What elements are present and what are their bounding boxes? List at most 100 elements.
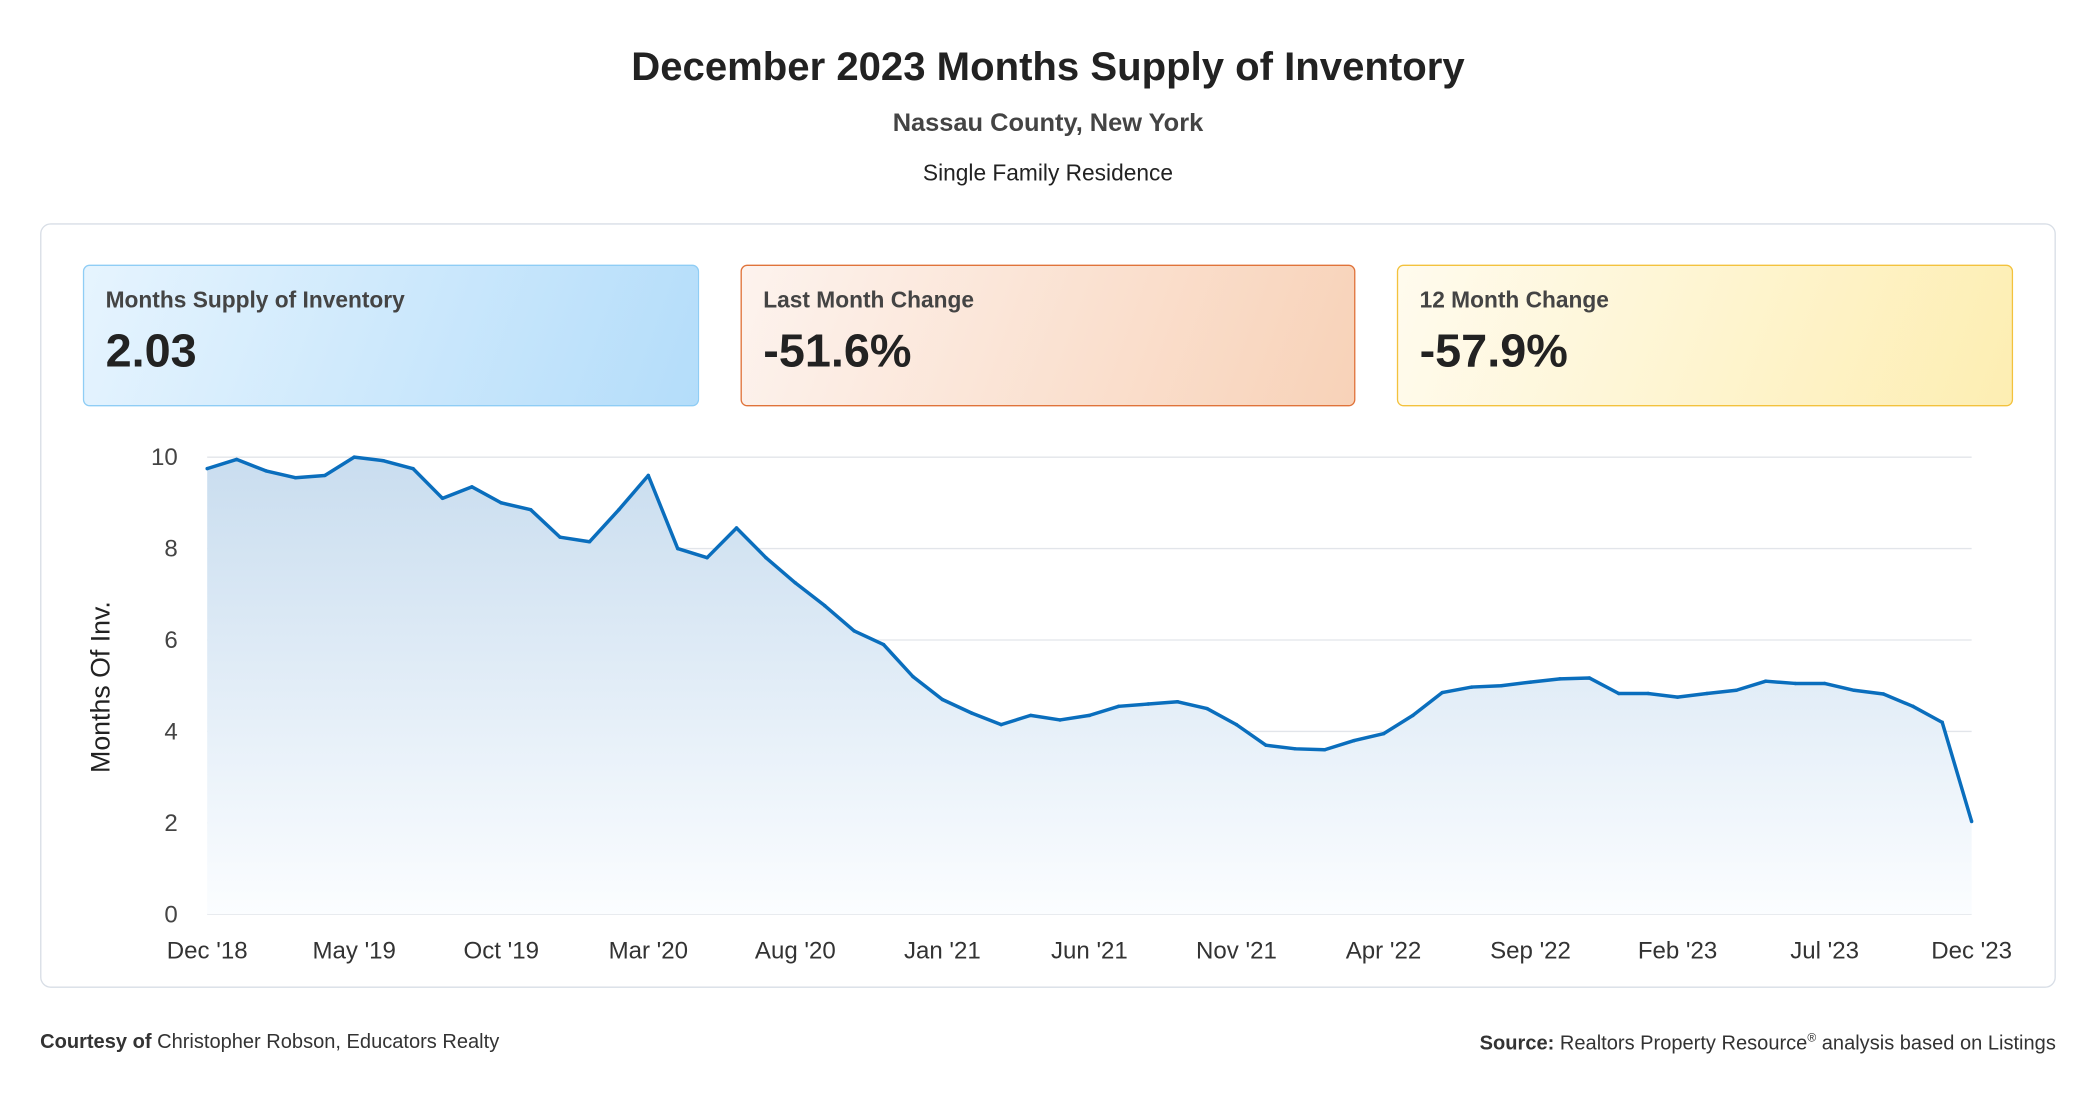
source-note: Source: Realtors Property Resource® anal… [1480, 1031, 2056, 1055]
data-point [352, 455, 356, 459]
data-point [1087, 713, 1092, 718]
card-value: 2.03 [105, 324, 197, 377]
data-point [205, 466, 209, 471]
data-point [558, 535, 562, 539]
data-point [264, 469, 268, 473]
data-point [1558, 677, 1562, 681]
y-tick-label: 2 [164, 810, 177, 837]
x-tick-label: Aug '20 [755, 937, 836, 964]
data-point [793, 581, 798, 585]
data-point [1411, 713, 1415, 718]
data-point [646, 473, 651, 478]
data-point [1734, 688, 1739, 693]
data-point [1293, 747, 1297, 751]
card-months-supply: Months Supply of Inventory 2.03 [82, 264, 700, 407]
data-point [1911, 704, 1915, 709]
data-point [1146, 702, 1150, 706]
y-tick-label: 10 [151, 444, 178, 471]
location-subtitle: Nassau County, New York [892, 109, 1204, 138]
data-point [617, 507, 621, 512]
data-point [999, 722, 1003, 727]
data-point [499, 501, 504, 505]
data-point [675, 546, 680, 551]
card-label: Last Month Change [763, 287, 975, 313]
data-point [1117, 704, 1121, 709]
property-type: Single Family Residence [922, 160, 1174, 186]
source-text: Realtors Property Resource [1559, 1031, 1808, 1055]
data-point [911, 674, 915, 679]
data-point [1058, 718, 1062, 722]
data-point [1675, 695, 1680, 699]
data-point [587, 539, 592, 544]
source-suffix: analysis based on Listings [1821, 1031, 2056, 1055]
x-tick-label: Apr '22 [1346, 937, 1421, 964]
data-point [528, 507, 533, 512]
card-label: 12 Month Change [1419, 287, 1609, 313]
data-point [1793, 681, 1797, 686]
data-point [764, 555, 768, 560]
data-point [1440, 690, 1445, 695]
data-point [970, 711, 974, 715]
area-fill [207, 457, 1972, 915]
card-last-month-change: Last Month Change -51.6% [740, 264, 1356, 407]
data-point [1234, 722, 1239, 727]
card-label: Months Supply of Inventory [105, 287, 405, 313]
x-tick-label: Jul '23 [1790, 937, 1859, 964]
x-tick-label: Jan '21 [904, 937, 981, 964]
courtesy-label: Courtesy of [40, 1030, 152, 1054]
data-point [1822, 681, 1827, 686]
courtesy-note: Courtesy of Christopher Robson, Educator… [40, 1031, 499, 1054]
data-point [881, 642, 886, 647]
y-tick-label: 4 [164, 718, 177, 745]
data-point [1264, 743, 1268, 747]
data-point [1028, 713, 1033, 718]
data-point [440, 496, 445, 501]
data-point [411, 466, 415, 471]
data-point [1705, 691, 1709, 696]
data-point [470, 485, 474, 489]
registered-mark: ® [1807, 1030, 1817, 1044]
data-point [734, 526, 739, 530]
courtesy-text: Christopher Robson, Educators Realty [157, 1030, 500, 1054]
x-tick-label: Mar '20 [609, 937, 688, 964]
y-tick-label: 8 [164, 536, 177, 563]
card-value: -51.6% [763, 324, 912, 377]
data-point [1617, 691, 1621, 696]
y-tick-label: 0 [164, 901, 177, 928]
data-point [381, 459, 386, 463]
data-point [823, 603, 827, 608]
data-point [852, 629, 856, 633]
data-point [293, 475, 298, 480]
card-value: -57.9% [1419, 324, 1568, 377]
data-point [705, 555, 709, 560]
y-axis-label: Months Of Inv. [86, 601, 116, 773]
page-title: December 2023 Months Supply of Inventory [631, 45, 1465, 90]
data-point [1852, 688, 1856, 693]
data-point [1587, 676, 1592, 680]
data-point [1381, 731, 1386, 736]
data-point [1940, 720, 1944, 725]
data-point [1881, 692, 1886, 696]
data-point [1469, 685, 1474, 689]
data-point [1352, 738, 1356, 743]
x-tick-label: Oct '19 [464, 937, 539, 964]
x-tick-label: Dec '23 [1931, 937, 2012, 964]
data-point [1322, 747, 1327, 752]
data-point [234, 457, 239, 462]
data-point [1646, 691, 1650, 696]
data-point [1205, 706, 1209, 711]
data-point [1969, 819, 1974, 824]
x-tick-label: May '19 [312, 937, 395, 964]
data-point [1528, 680, 1533, 684]
data-point [1175, 699, 1180, 704]
x-tick-label: Dec '18 [167, 937, 248, 964]
x-tick-label: Sep '22 [1490, 937, 1571, 964]
chart-panel [40, 223, 2056, 988]
source-label: Source: [1479, 1031, 1555, 1055]
data-point [323, 473, 327, 478]
y-tick-label: 6 [164, 627, 177, 654]
data-point [940, 697, 945, 702]
data-point [1764, 679, 1768, 683]
